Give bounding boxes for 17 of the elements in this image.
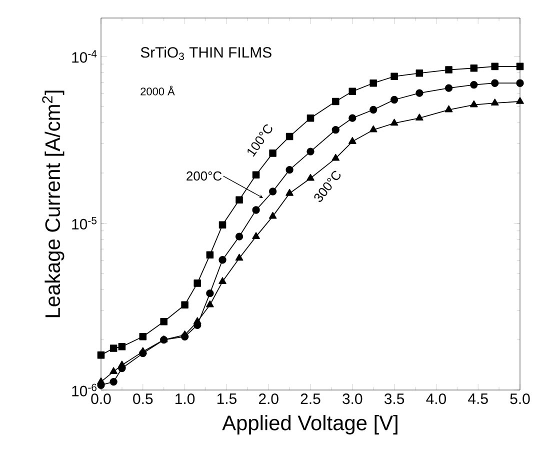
x-tick-label: 4.0 xyxy=(426,394,446,404)
x-tick-label: 1.5 xyxy=(217,394,236,404)
annotation: SrTiO$_{3}$ THIN FILMS xyxy=(140,46,272,60)
x-tick-label: 0.5 xyxy=(133,394,153,404)
x-axis-title: Applied Voltage [V] xyxy=(222,414,398,434)
x-tick-label: 1.0 xyxy=(176,394,195,404)
x-tick-label: 3.0 xyxy=(342,394,362,404)
x-tick-label: 4.5 xyxy=(468,394,488,404)
y-tick-label: 10$^{-4}$ xyxy=(72,50,97,63)
text: 200°C xyxy=(186,171,222,181)
x-tick-label: 5.0 xyxy=(510,394,530,404)
annotation: 2000 Å xyxy=(140,86,175,96)
y-tick-label: 10$^{-5}$ xyxy=(72,216,97,230)
x-tick-label: 2.5 xyxy=(300,394,320,404)
y-axis-title: Leakage Current [A/cm$^{2}$] xyxy=(42,90,64,318)
x-tick-label: 3.5 xyxy=(384,394,404,404)
x-tick-label: 2.0 xyxy=(258,394,278,404)
